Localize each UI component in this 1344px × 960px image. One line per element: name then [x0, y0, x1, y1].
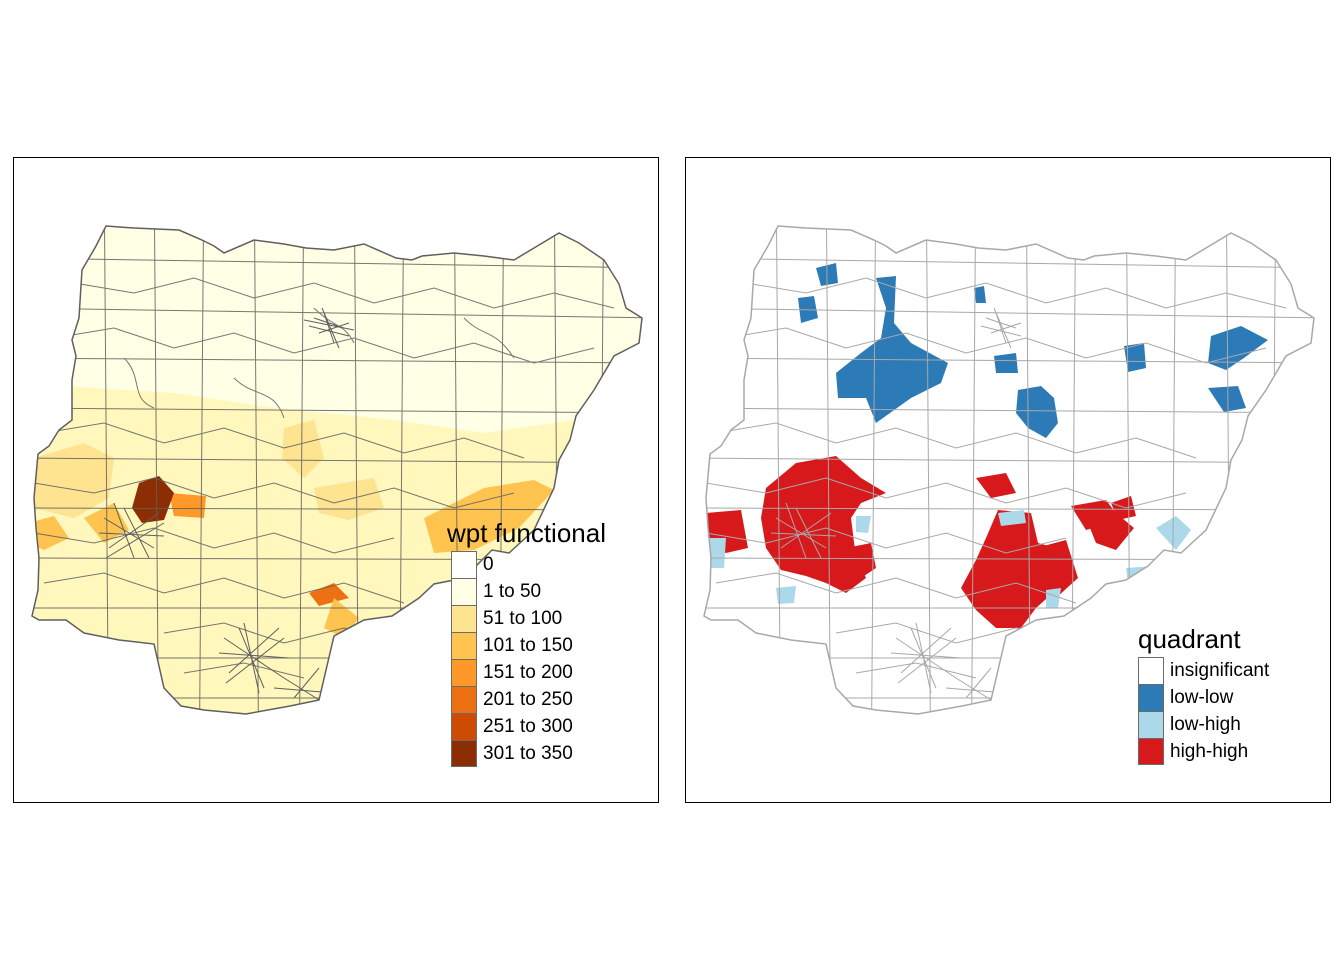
high-high-cluster [846, 543, 876, 578]
legend-item: low-high [1138, 711, 1269, 738]
region-201-250 [309, 583, 349, 606]
low-low-cluster [836, 276, 948, 423]
legend-item: high-high [1138, 738, 1269, 765]
region-151-200 [169, 493, 206, 518]
legend-item: 251 to 300 [451, 713, 606, 740]
legend-wpt-functional: wpt functional 0 1 to 50 51 to 100 101 t… [447, 518, 606, 767]
legend-swatch [451, 713, 477, 740]
low-high-cluster [776, 586, 796, 604]
legend-quadrant: quadrant insignificant low-low low-high … [1138, 624, 1269, 765]
low-low-cluster [1016, 386, 1058, 438]
map-panel-lisa-quadrant: quadrant insignificant low-low low-high … [685, 157, 1331, 803]
low-low-cluster [1124, 343, 1146, 372]
legend-item: 301 to 350 [451, 740, 606, 767]
choropleth-map-wpt-functional [31, 225, 643, 715]
legend-title: quadrant [1138, 624, 1241, 654]
legend-label: 201 to 250 [483, 688, 573, 710]
legend-label: insignificant [1170, 659, 1270, 681]
map-panel-wpt-functional: wpt functional 0 1 to 50 51 to 100 101 t… [13, 157, 659, 803]
legend-title: wpt functional [447, 518, 606, 548]
legend-label: low-low [1170, 686, 1234, 708]
legend-label: 0 [483, 553, 494, 575]
legend-items: 0 1 to 50 51 to 100 101 to 150 151 to 20… [451, 551, 606, 767]
high-high-cluster [976, 473, 1016, 498]
high-high-cluster [961, 510, 1064, 628]
legend-item: insignificant [1138, 657, 1269, 684]
low-low-cluster [1208, 386, 1246, 412]
low-low-cluster [974, 286, 986, 303]
cluster-map-quadrant [703, 225, 1315, 715]
high-high-cluster [1071, 500, 1121, 530]
high-high-cluster [1111, 496, 1136, 520]
legend-item: 1 to 50 [451, 578, 606, 605]
legend-swatch [1138, 657, 1164, 684]
legend-item: 101 to 150 [451, 632, 606, 659]
region-west-edge [32, 516, 69, 550]
legend-label: 1 to 50 [483, 580, 542, 602]
dense-lga-clusters [98, 307, 355, 704]
legend-swatch [451, 659, 477, 686]
legend-swatch [451, 605, 477, 632]
legend-item: 51 to 100 [451, 605, 606, 632]
low-high-cluster [1126, 566, 1166, 598]
legend-label: low-high [1170, 713, 1241, 735]
legend-item: 201 to 250 [451, 686, 606, 713]
region-central-east [282, 420, 324, 478]
region-301-350 [132, 476, 174, 523]
legend-swatch [1138, 711, 1164, 738]
legend-swatch [1138, 738, 1164, 765]
legend-item: 0 [451, 551, 606, 578]
legend-swatch [1138, 684, 1164, 711]
region-southwest [34, 443, 114, 518]
legend-swatch [451, 551, 477, 578]
low-low-cluster [994, 353, 1018, 373]
legend-label: high-high [1170, 740, 1249, 762]
legend-swatch [451, 740, 477, 767]
low-high-cluster [856, 516, 871, 533]
legend-label: 151 to 200 [483, 661, 573, 683]
low-high-cluster [998, 510, 1026, 526]
high-high-cluster [1036, 540, 1078, 598]
legend-label: 51 to 100 [483, 607, 563, 629]
legend-item: low-low [1138, 684, 1269, 711]
legend-swatch [451, 632, 477, 659]
legend-label: 251 to 300 [483, 715, 573, 737]
legend-label: 301 to 350 [483, 742, 573, 764]
legend-label: 101 to 150 [483, 634, 573, 656]
legend-swatch [451, 686, 477, 713]
legend-swatch [451, 578, 477, 605]
legend-item: 151 to 200 [451, 659, 606, 686]
dense-lga-clusters [770, 307, 1022, 704]
legend-items: insignificant low-low low-high high-high [1138, 657, 1269, 765]
low-high-cluster [1046, 588, 1061, 608]
